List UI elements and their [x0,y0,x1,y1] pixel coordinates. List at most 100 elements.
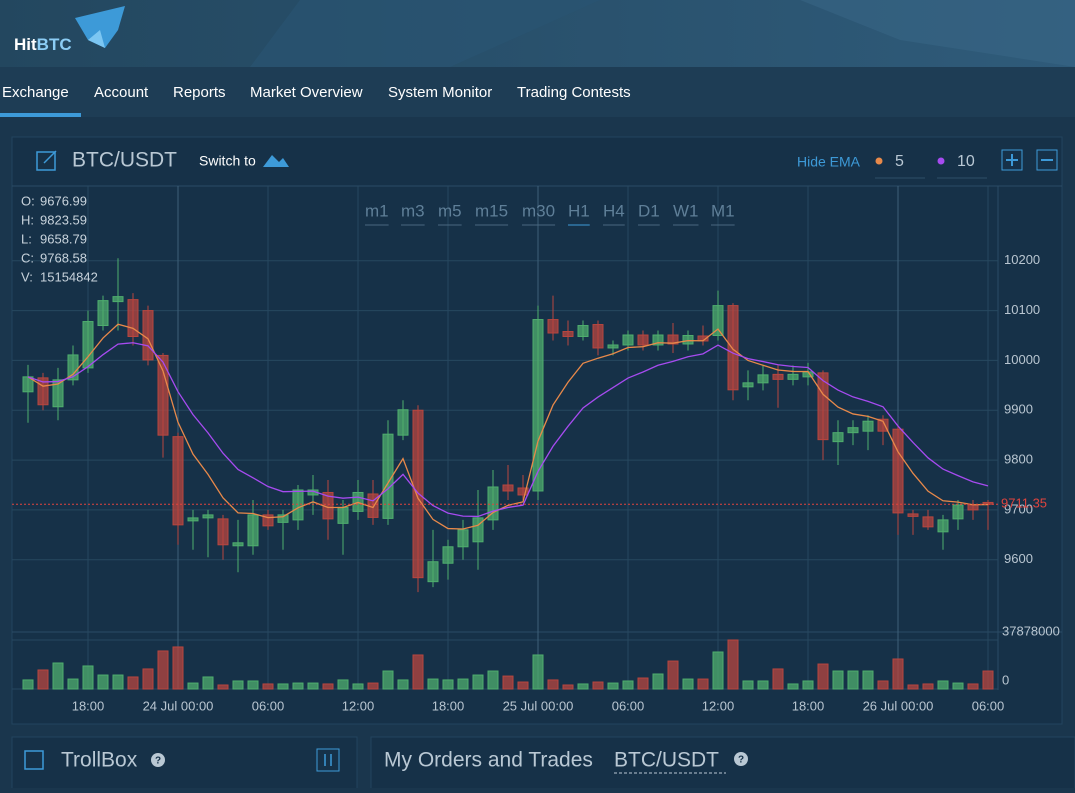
timeframe[interactable]: m5 [438,201,462,220]
popout-icon[interactable] [24,750,44,770]
help-icon[interactable] [734,752,748,766]
volume-bar [517,681,529,690]
timeframe[interactable]: m1 [365,201,389,220]
orders-pair[interactable]: BTC/USDT [614,749,719,772]
timeframe[interactable]: M1 [711,201,735,220]
candle-body [382,433,394,519]
volume-bar [832,670,844,690]
ema-period[interactable]: 10 [957,153,975,170]
volume-bar [622,680,634,690]
candle-body [487,486,499,521]
hide-ema[interactable]: Hide EMA [797,154,861,170]
x-tick-label: 18:00 [72,698,105,713]
volume-bar [847,670,859,690]
candle-body [952,504,964,520]
nav-item[interactable]: Exchange [2,84,69,101]
x-tick-label: 12:00 [342,698,375,713]
y-tick-label: 9600 [1004,551,1033,566]
candle-body [247,514,259,547]
volume-bar [532,654,544,690]
candle-body [127,299,139,337]
timeframe[interactable]: m30 [522,201,555,220]
y-tick-label: 9700 [1004,501,1033,516]
volume-bar [922,683,934,690]
orders-title: My Orders and Trades [384,749,593,772]
timeframe[interactable]: H1 [568,201,590,220]
timeframe[interactable]: D1 [638,201,660,220]
header-deco [250,0,600,67]
ema-line [27,342,989,518]
volume-bar [562,684,574,690]
nav-item[interactable]: Market Overview [250,84,363,101]
volume-bar [382,670,394,690]
volume-bar [697,678,709,690]
candle-body [877,418,889,432]
logo[interactable]: HitBTC [14,35,72,54]
y-tick-label: 9900 [1004,402,1033,417]
candle-body [652,334,664,346]
candle-body [907,513,919,517]
candle-body [172,436,184,526]
nav-item[interactable]: Account [94,84,149,101]
nav-item[interactable]: System Monitor [388,84,492,101]
volume-bar [367,682,379,690]
candle-body [187,517,199,522]
candle-body [52,379,64,408]
volume-bar [307,682,319,690]
switch-icon[interactable] [263,155,289,167]
ema-period[interactable]: 5 [895,153,904,170]
zoom-in-icon [1006,154,1018,166]
zoom-in[interactable] [1001,149,1023,171]
volume-bar [442,679,454,690]
candle-body [847,427,859,434]
help-icon[interactable] [151,753,165,767]
nav-item[interactable]: Trading Contests [517,84,631,101]
candle-body [757,374,769,384]
timeframe[interactable]: m3 [401,201,425,220]
timeframe[interactable]: W1 [673,201,699,220]
candle-body [787,373,799,380]
trollbox-panel [11,736,358,793]
volume-bar [52,662,64,690]
candle-body [922,516,934,528]
volume-bar [952,682,964,690]
timeframe[interactable]: H4 [603,201,625,220]
volume-bar [337,679,349,690]
volume-bar [247,680,259,690]
last-price-label: 9711.35 [1001,496,1047,511]
ohlc-value: 9823.59 [40,212,87,227]
volume-bar [292,682,304,690]
volume-bar [877,680,889,690]
switch-label[interactable]: Switch to [199,153,256,169]
candle-body [502,484,514,492]
candle-body [742,382,754,388]
help-text: ? [155,756,161,767]
volume-bar [772,668,784,690]
candle-body [277,514,289,523]
popout-icon [43,150,57,164]
ohlc-label: O: [21,193,35,208]
candle-body [712,305,724,336]
candle-body [262,514,274,527]
ohlc-label: L: [21,231,32,246]
candle-body [967,504,979,511]
candle-body [292,489,304,521]
candle-body [337,506,349,524]
x-tick-label: 26 Jul 00:00 [863,698,934,713]
popout-icon[interactable] [36,151,56,171]
volume-bar [187,682,199,690]
volume-bar [67,678,79,690]
pair: BTC/USDT [72,149,177,172]
x-tick-label: 24 Jul 00:00 [143,698,214,713]
volume-bar [112,674,124,690]
pause-button[interactable] [316,748,340,772]
nav-item[interactable]: Reports [173,84,226,101]
logo-left: Hit [14,35,37,54]
volume-bar [817,663,829,690]
candle-body [142,310,154,361]
ema-dot [937,157,945,165]
volume-bar [892,658,904,690]
zoom-out[interactable] [1036,149,1058,171]
timeframe[interactable]: m15 [475,201,508,220]
